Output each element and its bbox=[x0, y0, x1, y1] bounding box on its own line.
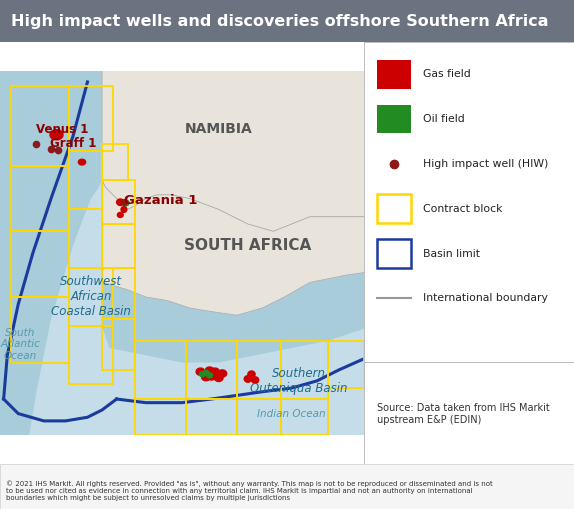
Text: Southern
Outeniqua Basin: Southern Outeniqua Basin bbox=[250, 367, 348, 395]
Bar bbox=[377, 194, 410, 223]
Polygon shape bbox=[245, 376, 251, 382]
Bar bbox=[11, 297, 69, 362]
Text: High impact wells and discoveries offshore Southern Africa: High impact wells and discoveries offsho… bbox=[11, 14, 549, 29]
Polygon shape bbox=[118, 212, 123, 217]
Polygon shape bbox=[122, 200, 129, 206]
Polygon shape bbox=[117, 199, 124, 206]
Text: Indian Ocean: Indian Ocean bbox=[257, 409, 326, 418]
Text: Contract block: Contract block bbox=[423, 204, 503, 214]
Bar bbox=[328, 341, 364, 388]
Polygon shape bbox=[102, 271, 372, 362]
Bar bbox=[135, 399, 186, 436]
Text: Gazania 1: Gazania 1 bbox=[123, 194, 197, 207]
Polygon shape bbox=[199, 372, 205, 377]
Text: South
Atlantic
Ocean: South Atlantic Ocean bbox=[0, 328, 40, 361]
Polygon shape bbox=[211, 368, 219, 375]
Bar bbox=[135, 341, 186, 399]
Bar bbox=[186, 399, 237, 436]
Polygon shape bbox=[248, 371, 255, 378]
Text: Southwest
African
Coastal Basin: Southwest African Coastal Basin bbox=[51, 275, 131, 319]
Polygon shape bbox=[102, 180, 372, 315]
Bar bbox=[377, 60, 410, 89]
Bar bbox=[69, 326, 113, 384]
Text: High impact well (HIW): High impact well (HIW) bbox=[423, 159, 549, 169]
Polygon shape bbox=[218, 370, 227, 377]
Bar bbox=[11, 86, 69, 166]
Polygon shape bbox=[0, 64, 102, 436]
Bar bbox=[69, 151, 102, 210]
Text: Venus 1: Venus 1 bbox=[36, 123, 88, 136]
Bar bbox=[69, 268, 113, 326]
Polygon shape bbox=[251, 377, 259, 383]
Polygon shape bbox=[205, 367, 214, 374]
Polygon shape bbox=[203, 370, 209, 375]
Bar bbox=[237, 341, 281, 399]
Bar bbox=[281, 399, 328, 436]
Text: NAMIBIA: NAMIBIA bbox=[185, 122, 253, 136]
Polygon shape bbox=[207, 373, 216, 380]
Bar bbox=[377, 105, 410, 133]
Bar bbox=[69, 86, 113, 151]
Bar bbox=[102, 319, 135, 370]
Polygon shape bbox=[121, 207, 127, 212]
Bar bbox=[102, 180, 135, 224]
Text: International boundary: International boundary bbox=[423, 293, 548, 303]
Text: Basin limit: Basin limit bbox=[423, 248, 480, 259]
Polygon shape bbox=[214, 374, 223, 382]
Bar bbox=[237, 399, 281, 436]
Bar bbox=[11, 166, 69, 232]
Text: © 2021 IHS Markit. All rights reserved. Provided "as is", without any warranty. : © 2021 IHS Markit. All rights reserved. … bbox=[6, 480, 492, 500]
Bar bbox=[102, 144, 127, 180]
Bar bbox=[69, 210, 102, 268]
Text: Oil field: Oil field bbox=[423, 114, 465, 124]
Polygon shape bbox=[207, 373, 212, 378]
Bar bbox=[11, 232, 69, 297]
Bar bbox=[102, 224, 135, 268]
Polygon shape bbox=[50, 130, 63, 140]
Bar bbox=[186, 341, 237, 399]
Polygon shape bbox=[102, 64, 372, 232]
Polygon shape bbox=[196, 368, 205, 375]
Bar bbox=[281, 341, 328, 399]
Bar bbox=[377, 239, 410, 268]
Text: Gas field: Gas field bbox=[423, 69, 471, 79]
Bar bbox=[102, 268, 135, 319]
Text: Source: Data taken from IHS Markit
upstream E&P (EDIN): Source: Data taken from IHS Markit upstr… bbox=[377, 403, 550, 425]
Text: SOUTH AFRICA: SOUTH AFRICA bbox=[184, 238, 312, 253]
Polygon shape bbox=[79, 159, 86, 165]
Text: Graff 1: Graff 1 bbox=[50, 137, 96, 150]
Polygon shape bbox=[201, 374, 210, 381]
